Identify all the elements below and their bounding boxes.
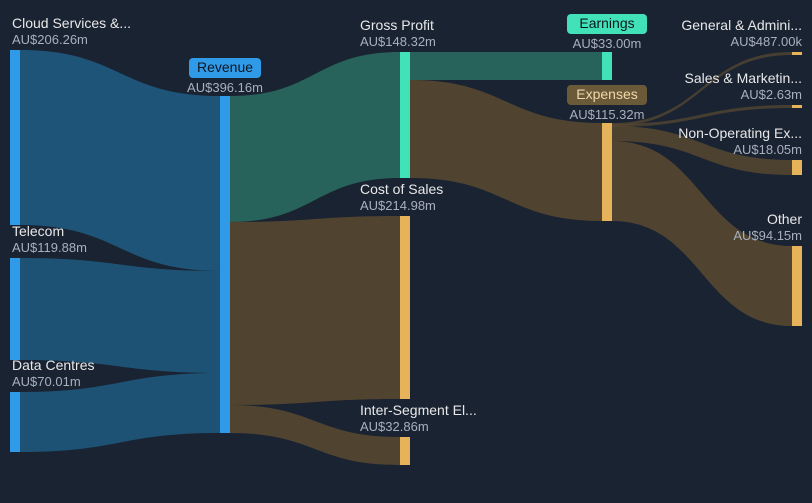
node-label-telecom: Telecom xyxy=(12,223,64,239)
sankey-node-cost xyxy=(400,216,410,399)
node-label-cost: Cost of Sales xyxy=(360,181,443,197)
sankey-node-telecom xyxy=(10,258,20,360)
node-value-dc: AU$70.01m xyxy=(12,374,81,389)
node-label-dc: Data Centres xyxy=(12,357,94,373)
sankey-link xyxy=(20,258,220,373)
node-value-cost: AU$214.98m xyxy=(360,198,436,213)
sankey-node-other xyxy=(792,246,802,326)
node-label-revenue: Revenue xyxy=(197,59,253,75)
sankey-node-cloud xyxy=(10,50,20,225)
node-value-inter: AU$32.86m xyxy=(360,419,429,434)
sankey-node-earnings xyxy=(602,52,612,80)
node-label-sm: Sales & Marketin... xyxy=(685,70,803,86)
sankey-link xyxy=(410,52,602,80)
node-value-expenses: AU$115.32m xyxy=(570,107,645,122)
node-label-inter: Inter-Segment El... xyxy=(360,402,477,418)
node-value-nonop: AU$18.05m xyxy=(733,142,802,157)
sankey-link xyxy=(230,216,400,405)
sankey-node-nonop xyxy=(792,160,802,175)
sankey-chart: Cloud Services &...AU$206.26mTelecomAU$1… xyxy=(0,0,812,503)
node-label-cloud: Cloud Services &... xyxy=(12,15,131,31)
node-label-gross: Gross Profit xyxy=(360,17,434,33)
node-label-ga: General & Admini... xyxy=(681,17,802,33)
node-value-telecom: AU$119.88m xyxy=(12,240,87,255)
sankey-node-gross xyxy=(400,52,410,178)
node-value-ga: AU$487.00k xyxy=(730,34,802,49)
node-value-gross: AU$148.32m xyxy=(360,34,436,49)
node-value-cloud: AU$206.26m xyxy=(12,32,88,47)
node-label-earnings: Earnings xyxy=(579,15,634,31)
sankey-node-sm xyxy=(792,105,802,108)
node-value-other: AU$94.15m xyxy=(733,228,802,243)
node-label-nonop: Non-Operating Ex... xyxy=(678,125,802,141)
node-value-revenue: AU$396.16m xyxy=(187,80,263,95)
sankey-node-ga xyxy=(792,52,802,55)
node-label-other: Other xyxy=(767,211,802,227)
sankey-node-expenses xyxy=(602,123,612,221)
sankey-node-dc xyxy=(10,392,20,452)
sankey-node-revenue xyxy=(220,96,230,433)
node-value-sm: AU$2.63m xyxy=(741,87,802,102)
node-value-earnings: AU$33.00m xyxy=(573,36,642,51)
node-label-expenses: Expenses xyxy=(576,86,637,102)
sankey-node-inter xyxy=(400,437,410,465)
